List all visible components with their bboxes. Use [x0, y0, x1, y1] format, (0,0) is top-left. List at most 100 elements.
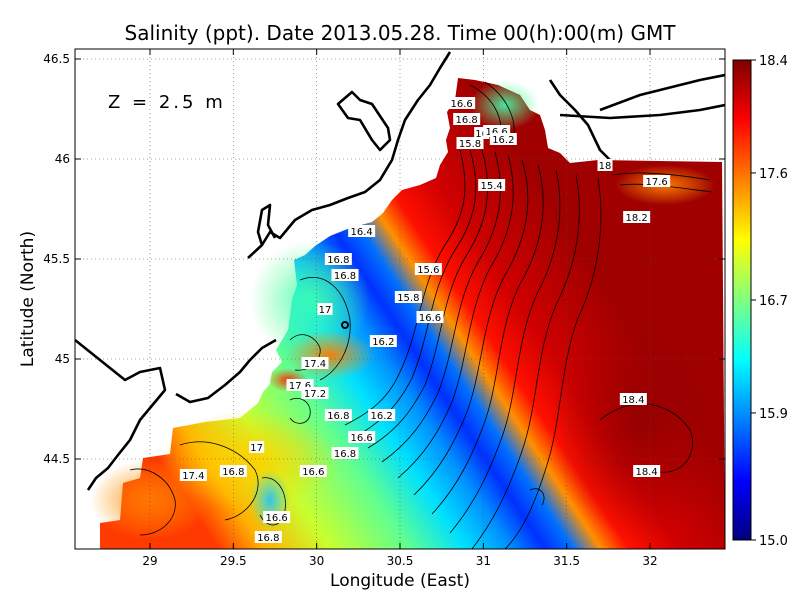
- contour-line: [504, 177, 602, 549]
- contour-line: [413, 159, 529, 496]
- contour-label-bg: [301, 387, 329, 399]
- chart-title: Salinity (ppt). Date 2013.05.28. Time 00…: [125, 21, 677, 45]
- depth-label: Z = 2.5 m: [108, 92, 226, 113]
- contour-label: 15.8: [456, 137, 484, 150]
- x-tick-label: 29: [142, 554, 157, 568]
- contour-label-text: 16.8: [334, 449, 356, 460]
- contour-label-bg: [623, 211, 651, 223]
- contour-label-text: 15.8: [459, 139, 481, 150]
- blob-green-north: [470, 80, 540, 130]
- contour-lines: [129, 81, 713, 549]
- y-tick-label: 46: [55, 152, 70, 166]
- contour-label-bg: [597, 159, 613, 171]
- coastline-west: [75, 338, 167, 491]
- contour-label: 16.8: [219, 465, 247, 478]
- coastline: [75, 51, 725, 491]
- contour-label-bg: [254, 531, 282, 543]
- contour-label-bg: [317, 303, 333, 315]
- contour-label: 16.8: [324, 409, 352, 422]
- contour-line: [471, 174, 580, 549]
- contour-label-bg: [324, 409, 352, 421]
- contour-label-text: 18.4: [622, 395, 644, 406]
- coastline-north: [247, 51, 452, 259]
- contour-label: 15.8: [394, 291, 422, 304]
- contour-label-bg: [179, 469, 207, 481]
- contour-label-bg: [448, 97, 476, 109]
- contour-label: 16.2: [489, 133, 517, 146]
- y-axis-label: Latitude (North): [18, 231, 38, 367]
- contour-label-text: 16.2: [492, 135, 514, 146]
- contour-label: 17: [317, 303, 333, 316]
- contour-line: [599, 403, 693, 473]
- contour-label-text: 17.6: [289, 381, 311, 392]
- contour-label-bg: [219, 465, 247, 477]
- contour-label: 16.2: [369, 335, 397, 348]
- coastline-bay: [336, 90, 392, 152]
- x-tick-label: 29.5: [220, 554, 247, 568]
- x-axis-ticks: 29 29.5 30 30.5 31 31.5 32: [142, 49, 658, 568]
- contour-label: 18.4: [619, 393, 647, 406]
- contour-label-text: 17.4: [182, 471, 204, 482]
- coastline-ne2: [559, 103, 725, 120]
- contour-label-bg: [416, 311, 444, 323]
- colorbar-ticks: 15.0 15.9 16.7 17.6 18.4: [751, 54, 788, 549]
- contour-label: 16.6: [416, 311, 444, 324]
- contour-label-bg: [489, 133, 517, 145]
- contour-label-text: 18: [599, 161, 612, 172]
- coastline-delta: [175, 338, 277, 404]
- coastline-ne: [599, 73, 725, 112]
- contour-label-text: 16.8: [257, 533, 279, 544]
- contour-label-text: 17.4: [304, 359, 326, 370]
- contour-line: [611, 172, 711, 181]
- contour-label: 16.4: [348, 225, 376, 238]
- contour-line: [299, 277, 351, 381]
- blob-darkred-east: [550, 300, 725, 540]
- colorbar-tick-label: 15.9: [759, 407, 788, 422]
- contour-label-bg: [301, 357, 329, 369]
- contour-label-bg: [456, 137, 484, 149]
- contour-label-bg: [368, 409, 396, 421]
- contour-label-bg: [394, 291, 422, 303]
- contour-label-text: 16.6: [451, 99, 473, 110]
- contour-label: 17: [249, 441, 265, 454]
- contour-label-text: 16.8: [327, 411, 349, 422]
- contour-label-text: 16.8: [327, 255, 349, 266]
- contour-line: [449, 169, 561, 534]
- contour-label-text: 16.4: [351, 227, 373, 238]
- y-tick-label: 45.5: [43, 252, 70, 266]
- contour-label-bg: [324, 253, 352, 265]
- contour-line: [289, 398, 311, 424]
- contour-label-bg: [478, 179, 506, 191]
- contour-label-bg: [633, 465, 661, 477]
- contour-label: 16.6: [263, 511, 291, 524]
- contour-label-text: 16.2: [371, 411, 393, 422]
- contour-line: [431, 164, 544, 515]
- contour-label-text: 15.4: [481, 181, 503, 192]
- contour-label-text: 17: [319, 305, 332, 316]
- contour-label-text: 15.6: [417, 265, 439, 276]
- coastline-peninsula: [548, 79, 611, 161]
- contour-label-bg: [619, 393, 647, 405]
- colorbar-tick-label: 18.4: [759, 54, 788, 69]
- contour-label: 17.2: [301, 387, 329, 400]
- contour-line: [179, 441, 259, 521]
- coastline-inlet: [256, 203, 277, 246]
- contour-label-bg: [453, 113, 481, 125]
- x-tick-label: 32: [642, 554, 657, 568]
- contour-label-bg: [249, 441, 265, 453]
- contour-label-text: 16.8: [334, 271, 356, 282]
- salinity-field: [90, 78, 725, 549]
- contour-label: 16.6: [299, 465, 327, 478]
- x-tick-label: 30.5: [387, 554, 414, 568]
- contour-label-bg: [263, 511, 291, 523]
- contour-label-text: 17.6: [646, 177, 668, 188]
- y-axis-ticks: 44.5 45 45.5 46 46.5: [43, 52, 725, 466]
- y-tick-label: 46.5: [43, 52, 70, 66]
- x-tick-label: 30: [309, 554, 324, 568]
- contour-label: 16.8: [324, 253, 352, 266]
- contour-label-text: 18.4: [636, 467, 658, 478]
- contour-label: 16.8: [254, 531, 282, 544]
- y-tick-label: 45: [55, 352, 70, 366]
- contour-label-bg: [414, 263, 442, 275]
